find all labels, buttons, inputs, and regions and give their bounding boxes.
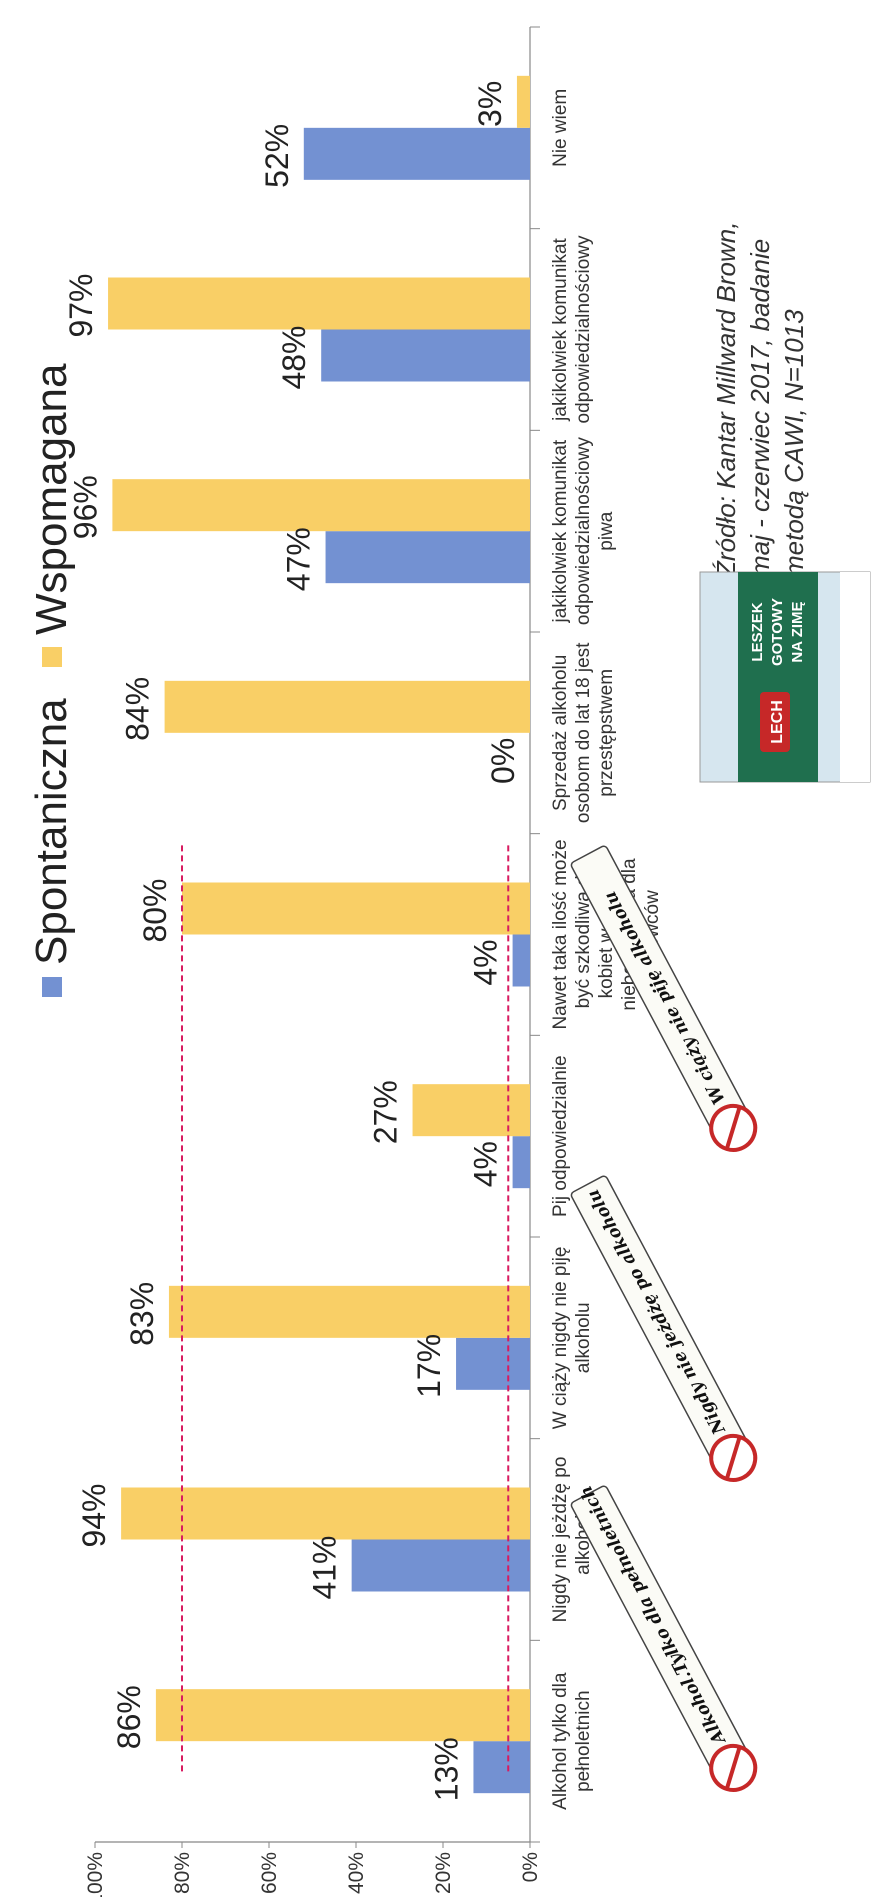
prohibition-slash xyxy=(725,1107,742,1149)
bar-spontaniczna xyxy=(512,1136,530,1189)
category-label: jakikolwiek komunikat odpowiedzialnościow… xyxy=(550,437,617,625)
category-label-line: jakikolwiek komunikat xyxy=(550,237,571,421)
category-label-line: osobom do lat 18 jest xyxy=(573,642,594,823)
category-label-line: Nawet taka ilość może xyxy=(550,839,571,1029)
source-note-line: Źródło: Kantar Millward Brown, xyxy=(711,222,741,578)
category-label: Nie wiem xyxy=(550,89,571,167)
bar-wspomagana xyxy=(412,1084,530,1137)
message-badge: W ciąży nie piję alkoholu xyxy=(570,845,758,1152)
data-label: 48% xyxy=(276,325,312,389)
bar-spontaniczna xyxy=(303,127,530,180)
labels-layer: 13% 41% 17% 4% 4% 0% 47% 48% 52% 86% 94% 83% 27% 80% 8… xyxy=(63,81,663,1810)
legend-label-wspomagana: Wspomagana xyxy=(27,363,76,635)
poster-headline: NA ZIMĘ xyxy=(789,601,806,662)
category-label-line: Alkohol tylko dla xyxy=(550,1672,571,1810)
data-label: 4% xyxy=(468,1141,504,1187)
source-note: Źródło: Kantar Millward Brown, maj - czer… xyxy=(711,222,809,578)
badge-text: Alkohol.Tylko dla pełnoletnich xyxy=(576,1482,731,1749)
category-label-line: Nigdy nie jeżdżę po xyxy=(550,1457,571,1623)
category-label-line: przestępstwem xyxy=(596,669,617,797)
bar-wspomagana xyxy=(164,680,530,733)
legend-swatch-wspomagana xyxy=(42,647,62,667)
bar-wspomagana xyxy=(121,1487,530,1540)
data-label: 96% xyxy=(67,475,103,539)
data-label: 41% xyxy=(307,1535,343,1599)
category-label: Alkohol tylko dla pełnoletnich xyxy=(550,1672,594,1810)
bars-layer xyxy=(108,75,531,1794)
poster-brand: LECH xyxy=(769,700,786,744)
poster-headline: GOTOWY xyxy=(769,598,786,666)
data-label: 84% xyxy=(120,677,156,741)
y-tick-label: 0% xyxy=(519,1852,542,1882)
category-label: W ciąży nigdy nie piję alkoholu xyxy=(550,1246,594,1429)
bar-wspomagana xyxy=(112,479,531,532)
category-label-line: W ciąży nigdy nie piję xyxy=(550,1246,571,1429)
decorations-layer: Źródło: Kantar Millward Brown, maj - czer… xyxy=(570,222,871,1792)
data-label: 80% xyxy=(137,878,173,942)
category-label: jakikolwiek komunikat odpowiedzialnościow… xyxy=(550,235,594,423)
bar-wspomagana xyxy=(516,75,531,128)
reference-lines-layer xyxy=(181,843,510,1772)
category-label-line: odpowiedzialnościowy xyxy=(573,235,594,423)
data-label: 27% xyxy=(368,1080,404,1144)
source-note-line: maj - czerwiec 2017, badanie xyxy=(745,239,775,577)
poster-headline: LESZEK xyxy=(749,602,766,661)
message-badge: Nigdy nie jeżdżę po alkoholu xyxy=(570,1175,758,1482)
category-label-line: pełnoletnich xyxy=(573,1690,594,1791)
bar-wspomagana xyxy=(168,1285,530,1338)
data-label: 3% xyxy=(472,81,508,127)
category-label: Pij odpowiedzialnie xyxy=(550,1055,571,1217)
y-tick-label: 40% xyxy=(345,1852,368,1894)
y-tick-label: 80% xyxy=(171,1852,194,1894)
data-label: 52% xyxy=(259,124,295,188)
source-note-line: metodą CAWI, N=1013 xyxy=(779,309,809,577)
bar-spontaniczna xyxy=(321,329,531,382)
y-tick-label: 60% xyxy=(258,1852,281,1894)
data-label: 83% xyxy=(124,1282,160,1346)
data-label: 97% xyxy=(63,273,99,337)
badge-text: Nigdy nie jeżdżę po alkoholu xyxy=(583,1186,730,1438)
category-label-line: piwa xyxy=(596,511,617,551)
y-tick-label: 100% xyxy=(84,1852,107,1897)
bar-wspomagana xyxy=(108,277,531,330)
legend: Spontaniczna Wspomagana xyxy=(27,363,76,997)
bar-wspomagana xyxy=(155,1689,530,1742)
lech-beer-ad-poster: LECH LESZEK GOTOWY NA ZIMĘ xyxy=(699,571,871,783)
bar-spontaniczna xyxy=(351,1539,530,1592)
category-label-line: Nie wiem xyxy=(550,89,571,167)
category-label-line: odpowiedzialnościowy xyxy=(573,437,594,625)
data-label: 94% xyxy=(76,1483,112,1547)
category-label-line: Sprzedaż alkoholu xyxy=(550,655,571,811)
bar-spontaniczna xyxy=(512,934,530,987)
data-label: 13% xyxy=(428,1737,464,1801)
legend-swatch-spontaniczna xyxy=(42,977,62,997)
category-label-line: alkoholu xyxy=(573,1302,594,1373)
data-label: 4% xyxy=(468,939,504,985)
bar-spontaniczna xyxy=(473,1741,531,1794)
bar-spontaniczna xyxy=(325,531,530,584)
poster-footer xyxy=(840,572,870,782)
data-label: 47% xyxy=(281,527,317,591)
data-label: 86% xyxy=(111,1685,147,1749)
category-label-line: Pij odpowiedzialnie xyxy=(550,1055,571,1217)
prohibition-slash xyxy=(725,1437,742,1479)
prohibition-slash xyxy=(725,1747,742,1789)
poster-logo-box xyxy=(760,692,790,752)
category-label: Nigdy nie jeżdżę po alkoholu xyxy=(550,1457,594,1623)
bar-wspomagana xyxy=(182,882,530,935)
message-badge: Alkohol.Tylko dla pełnoletnich xyxy=(570,1482,758,1792)
data-label: 0% xyxy=(485,738,521,784)
y-tick-label: 20% xyxy=(432,1852,455,1894)
poster-band xyxy=(738,572,818,782)
bar-spontaniczna xyxy=(456,1337,530,1390)
legend-label-spontaniczna: Spontaniczna xyxy=(27,698,76,965)
data-label: 17% xyxy=(411,1334,447,1398)
category-label: Sprzedaż alkoholu osobom do lat 18 jest pr… xyxy=(550,642,617,823)
category-label-line: jakikolwiek komunikat xyxy=(550,439,571,623)
